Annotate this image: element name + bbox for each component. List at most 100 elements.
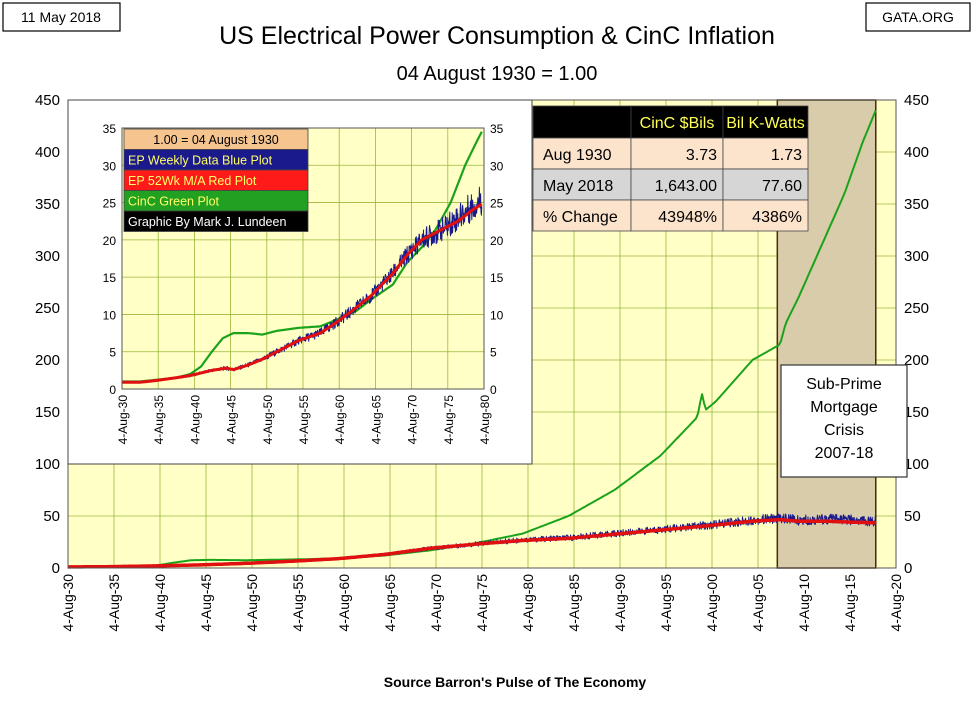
x-tick-label: 4-Aug-60: [336, 574, 352, 632]
y-tick-label-right: 100: [904, 456, 929, 473]
x-tick-label: 4-Aug-35: [106, 574, 122, 632]
y-tick-label-right: 300: [904, 248, 929, 265]
y-tick-label-right: 35: [490, 122, 504, 136]
y-tick-label-left: 25: [103, 197, 117, 211]
y-tick-label-right: 200: [904, 352, 929, 369]
x-tick-label: 4-Aug-35: [152, 395, 166, 445]
x-tick-label: 4-Aug-60: [333, 395, 347, 445]
y-tick-label-left: 100: [35, 456, 60, 473]
y-tick-label-left: 20: [103, 234, 117, 248]
x-tick-label: 4-Aug-80: [478, 395, 492, 445]
table-cell: [532, 168, 632, 201]
chart-title: US Electrical Power Consumption & CinC I…: [219, 22, 775, 50]
table-cell: [532, 137, 632, 170]
y-tick-label-right: 250: [904, 300, 929, 317]
table-cell-text: 4386%: [752, 209, 802, 226]
annotation-line: 2007-18: [815, 445, 874, 462]
x-tick-label: 4-Aug-30: [116, 395, 130, 445]
x-tick-label: 4-Aug-45: [225, 395, 239, 445]
legend-row: [123, 210, 309, 232]
y-tick-label-left: 350: [35, 196, 60, 213]
x-tick-label: 4-Aug-80: [520, 574, 536, 632]
x-tick-label: 4-Aug-40: [188, 395, 202, 445]
y-tick-label-left: 15: [103, 271, 117, 285]
table-cell-text: Bil K-Watts: [726, 115, 805, 132]
x-tick-label: 4-Aug-50: [261, 395, 275, 445]
x-tick-label: 4-Aug-70: [428, 574, 444, 632]
annotation-line: Mortgage: [810, 399, 878, 416]
data-table: CinC $Bils Bil K-Watts Aug 1930 3.73 1.73 May…: [532, 105, 809, 232]
y-tick-label-right: 5: [490, 346, 497, 360]
y-tick-label-left: 300: [35, 248, 60, 265]
date-box: [2, 2, 121, 32]
legend-entry: 1.00 = 04 August 1930: [153, 133, 279, 147]
inset-plot: 0 0 5 5 10 10 15 15 20 20 25 25 30 30 35 35 4-Aug-30 4-Au…: [67, 99, 533, 465]
x-tick-label: 4-Aug-70: [406, 395, 420, 445]
x-tick-label: 4-Aug-55: [297, 395, 311, 445]
table-cell: [630, 199, 724, 232]
x-tick-label: 4-Aug-65: [382, 574, 398, 632]
y-tick-label-right: 10: [490, 308, 504, 322]
y-tick-label-right: 0: [904, 560, 912, 577]
table-cell-text: May 2018: [543, 178, 613, 195]
x-tick-label: 4-Aug-85: [566, 574, 582, 632]
x-tick-label: 4-Aug-30: [60, 574, 76, 632]
y-tick-label-left: 35: [103, 122, 117, 136]
y-tick-label-right: 20: [490, 234, 504, 248]
x-tick-label: 4-Aug-40: [152, 574, 168, 632]
table-cell: [532, 105, 632, 139]
x-tick-label: 4-Aug-50: [244, 574, 260, 632]
source-badge: GATA.ORG: [882, 9, 954, 25]
table-cell-text: CinC $Bils: [640, 115, 715, 132]
y-tick-label-right: 400: [904, 144, 929, 161]
y-tick-label-left: 10: [103, 308, 117, 322]
legend-entry: EP 52Wk M/A Red Plot: [128, 174, 257, 188]
y-tick-label-left: 5: [109, 346, 116, 360]
x-tick-label: 4-Aug-55: [290, 574, 306, 632]
table-cell-text: 77.60: [762, 178, 802, 195]
x-tick-label: 4-Aug-20: [888, 574, 904, 632]
x-tick-label: 4-Aug-95: [658, 574, 674, 632]
x-tick-label: 4-Aug-05: [750, 574, 766, 632]
legend-entry: EP Weekly Data Blue Plot: [128, 154, 273, 168]
y-tick-label-right: 450: [904, 92, 929, 109]
table-cell-text: 1.73: [771, 147, 802, 164]
x-tick-label: 4-Aug-65: [369, 395, 383, 445]
annotation-box: [780, 364, 908, 478]
x-tick-label: 4-Aug-75: [442, 395, 456, 445]
source-footer: Source Barron's Pulse of The Economy: [384, 674, 647, 690]
y-tick-label-right: 50: [904, 508, 921, 525]
y-tick-label-left: 400: [35, 144, 60, 161]
y-tick-label-right: 15: [490, 271, 504, 285]
table-cell: [722, 137, 809, 170]
legend-entry: Graphic By Mark J. Lundeen: [128, 215, 286, 229]
table-cell: [722, 168, 809, 201]
y-tick-label-left: 450: [35, 92, 60, 109]
x-tick-label: 4-Aug-90: [612, 574, 628, 632]
y-tick-label-left: 30: [103, 159, 117, 173]
x-tick-label: 4-Aug-00: [704, 574, 720, 632]
table-cell-text: 3.73: [686, 147, 717, 164]
chart-subtitle: 04 August 1930 = 1.00: [397, 63, 598, 85]
y-tick-label-left: 150: [35, 404, 60, 421]
y-tick-label-right: 25: [490, 197, 504, 211]
x-tick-label: 4-Aug-10: [796, 574, 812, 632]
y-tick-label-right: 150: [904, 404, 929, 421]
series-ep-52wk-m-a: [67, 517, 876, 569]
plot-border: [121, 127, 485, 390]
x-tick-label: 4-Aug-45: [198, 574, 214, 632]
table-cell: [532, 199, 632, 232]
y-tick-label-right: 30: [490, 159, 504, 173]
x-tick-label: 4-Aug-15: [842, 574, 858, 632]
table-cell: [722, 105, 809, 139]
y-tick-label-right: 0: [490, 383, 497, 397]
annotation-line: Crisis: [824, 422, 864, 439]
table-cell-text: % Change: [543, 209, 618, 226]
legend-entry: CinC Green Plot: [128, 195, 220, 209]
table-cell-text: 43948%: [658, 209, 717, 226]
x-tick-label: 4-Aug-75: [474, 574, 490, 632]
y-tick-label-left: 50: [43, 508, 60, 525]
table-cell-text: Aug 1930: [543, 147, 612, 164]
y-tick-label-left: 0: [109, 383, 116, 397]
